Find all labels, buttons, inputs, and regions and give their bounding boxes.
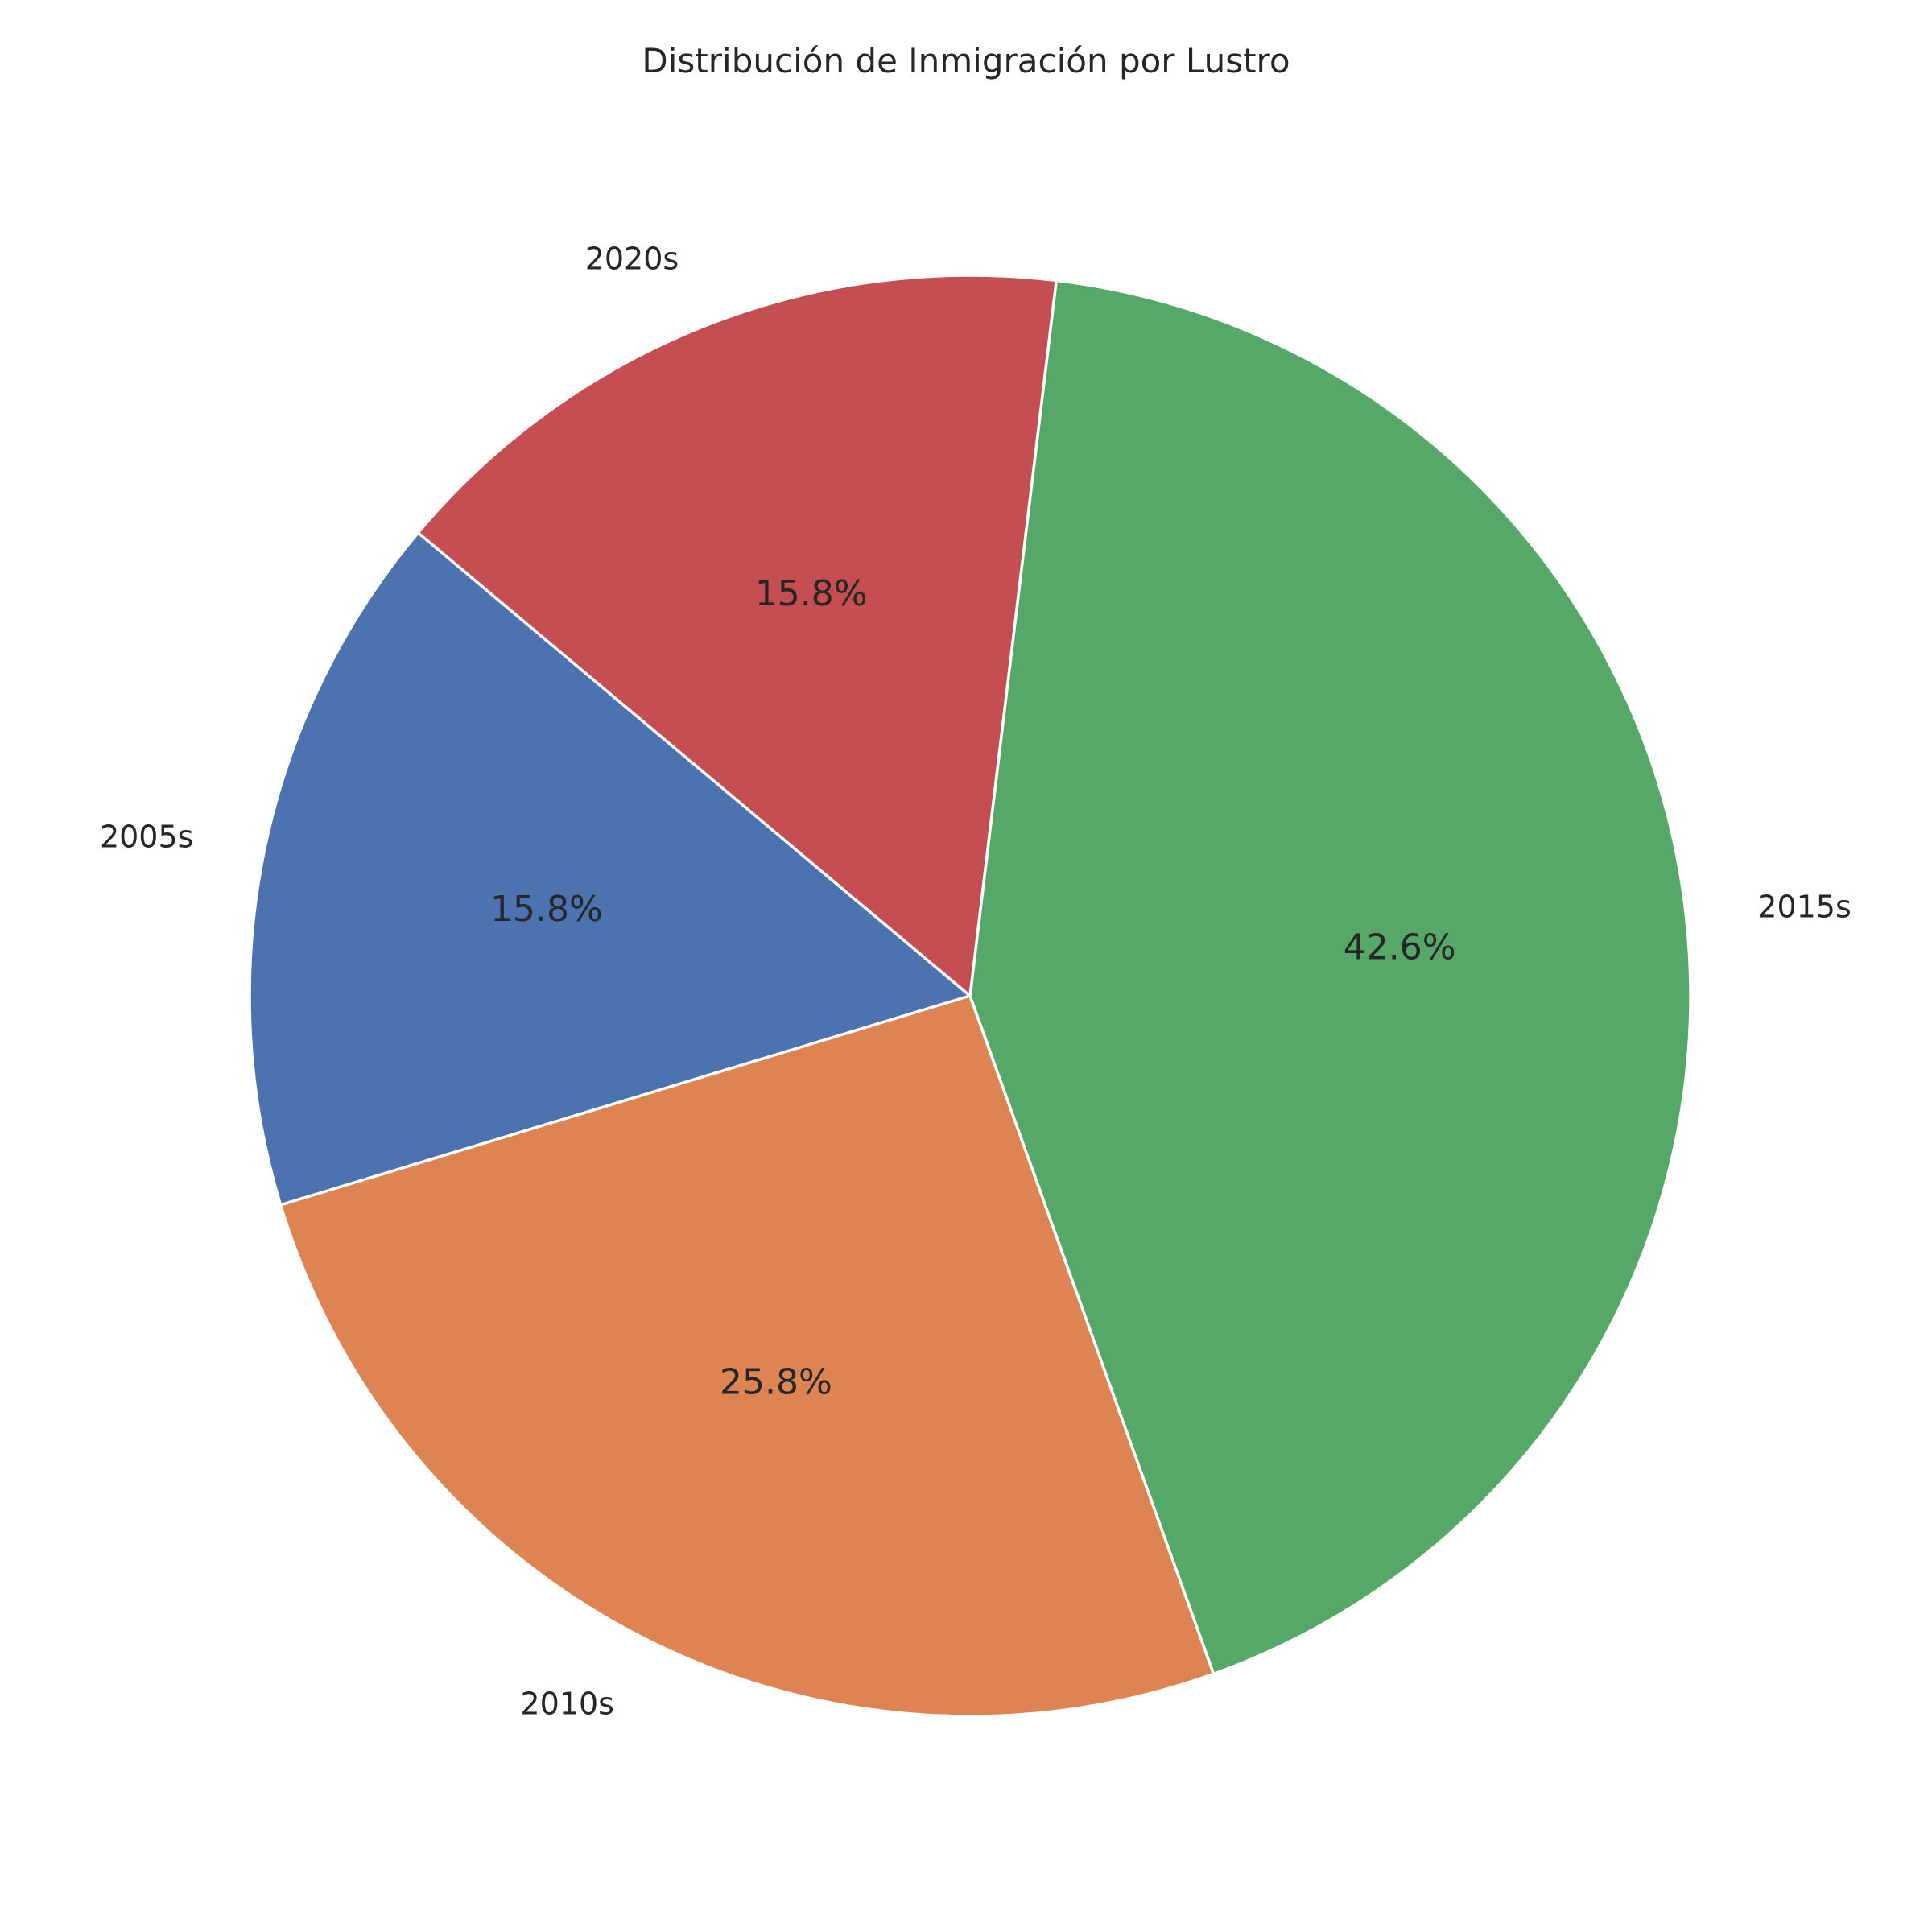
pie-slice-2010s — [279, 993, 1216, 1718]
pie-slice-2020s — [415, 274, 1059, 999]
pie-percent-label: 42.6% — [1344, 927, 1456, 968]
pie-category-label: 2015s — [1757, 890, 1852, 925]
pie-percent-label: 25.8% — [720, 1361, 832, 1402]
pie-category-label: 2020s — [585, 241, 679, 276]
pie-slice-2005s — [248, 530, 973, 1208]
pie-slice-2015s — [968, 279, 1692, 1676]
pie-labels: 15.8% 2005s 25.8% 2010s 42.6% 2015s 15.8% 2020s — [100, 241, 1852, 1721]
pie-percent-label: 15.8% — [490, 889, 603, 930]
chart-title: Distribución de Inmigración por Lustro — [642, 41, 1290, 80]
pie-category-label: 2010s — [520, 1686, 614, 1722]
pie-slices — [248, 274, 1692, 1718]
pie-category-label: 2005s — [100, 819, 194, 855]
pie-percent-label: 15.8% — [755, 573, 868, 614]
